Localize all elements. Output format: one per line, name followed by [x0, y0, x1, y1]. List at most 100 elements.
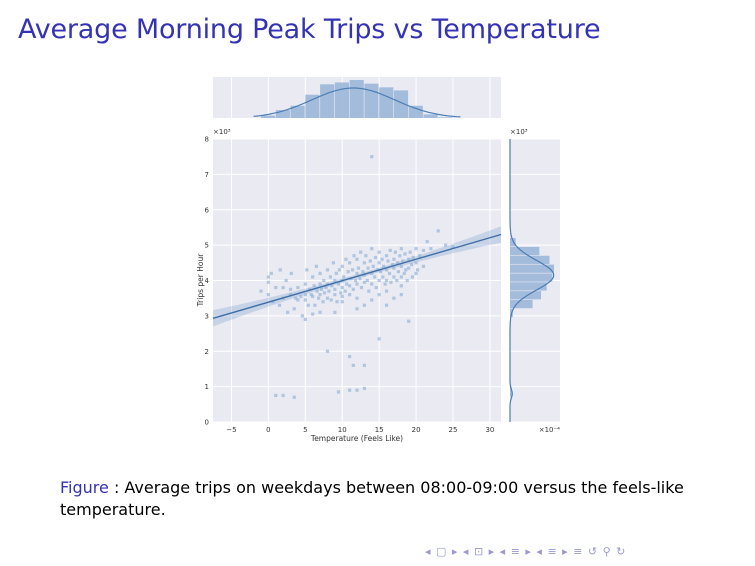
y-multiplier: ×10³	[213, 128, 231, 136]
scatter-point	[370, 282, 374, 286]
scatter-point	[271, 300, 275, 304]
scatter-point	[392, 257, 396, 261]
scatter-point	[399, 247, 403, 251]
scatter-point	[451, 245, 455, 249]
beamer-navigation-bar[interactable]: ◂ ▢ ▸ ◂ ⊡ ▸ ◂ ≡ ▸ ◂ ≡ ▸ ≡ ↺ ⚲ ↻	[425, 545, 627, 558]
scatter-point	[289, 271, 293, 276]
top-histogram-bar	[320, 84, 335, 118]
scatter-point	[380, 257, 384, 261]
scatter-point	[292, 395, 296, 399]
scatter-point	[367, 289, 371, 293]
scatter-point	[381, 275, 385, 279]
scatter-point	[345, 282, 349, 286]
caption-text: Average trips on weekdays between 08:00-…	[60, 478, 684, 519]
scatter-point	[398, 254, 402, 258]
top-histogram-bar	[261, 115, 276, 118]
scatter-points	[259, 155, 455, 399]
scatter-point	[371, 264, 375, 268]
scatter-point	[312, 284, 316, 288]
top-histogram-bar	[305, 94, 320, 118]
figure-caption: Figure : Average trips on weekdays betwe…	[60, 477, 690, 521]
scatter-point	[336, 390, 341, 394]
right-histogram-bar	[510, 291, 542, 300]
scatter-point	[399, 284, 403, 288]
scatter-point	[303, 317, 307, 322]
scatter-point	[401, 259, 405, 263]
scatter-point	[348, 293, 352, 297]
scatter-point	[274, 285, 278, 290]
scatter-point	[348, 284, 352, 288]
scatter-point	[342, 275, 346, 279]
scatter-point	[317, 296, 321, 300]
scatter-point	[407, 257, 411, 261]
scatter-point	[324, 285, 328, 290]
scatter-point	[319, 287, 324, 291]
scatter-point	[436, 229, 440, 233]
y-tick-labels: 0 1 2 3 4 5 6 7 8	[205, 136, 210, 427]
scatter-point	[284, 278, 288, 283]
scatter-point	[337, 268, 341, 272]
x-tick-label: 10	[338, 426, 347, 434]
scatter-point	[281, 285, 285, 290]
y-tick-label: 7	[205, 171, 209, 179]
scatter-point	[336, 282, 341, 286]
scatter-point	[374, 285, 378, 290]
x-axis-label: Temperature (Feels Like)	[310, 434, 403, 443]
scatter-point	[328, 275, 333, 279]
scatter-point	[288, 293, 293, 297]
top-marginal-kde-curve	[253, 87, 461, 118]
scatter-point	[334, 271, 338, 276]
scatter-point	[325, 296, 330, 300]
scatter-point	[414, 261, 418, 265]
scatter-point	[335, 300, 339, 304]
scatter-point	[399, 275, 403, 279]
scatter-point	[384, 268, 389, 272]
scatter-point	[299, 294, 303, 299]
right-marginal-histogram	[510, 238, 554, 397]
scatter-point	[390, 262, 395, 267]
scatter-point	[396, 270, 400, 274]
scatter-point	[322, 291, 327, 295]
scatter-point	[322, 278, 326, 283]
scatter-point	[266, 293, 270, 297]
scatter-point	[333, 310, 337, 314]
scatter-point	[411, 255, 415, 260]
scatter-point	[340, 285, 344, 290]
scatter-point	[311, 294, 315, 299]
scatter-point	[407, 266, 411, 270]
y-tick-label: 0	[205, 419, 209, 427]
scatter-point	[351, 287, 355, 291]
scatter-point	[292, 307, 296, 311]
scatter-point	[370, 155, 374, 159]
top-histogram-bar	[393, 90, 409, 118]
scatter-point	[384, 254, 389, 258]
right-histogram-bar	[510, 246, 540, 256]
y-tick-label: 8	[205, 136, 209, 144]
scatter-point	[392, 296, 396, 300]
scatter-point	[315, 289, 319, 293]
scatter-point	[402, 271, 406, 276]
scatter-point	[266, 280, 270, 284]
scatter-point	[410, 275, 414, 279]
y-tick-label: 1	[205, 383, 209, 391]
y-tick-label: 5	[205, 242, 209, 250]
right-histogram-bar	[510, 255, 550, 264]
scatter-point	[386, 259, 390, 263]
scatter-point	[274, 393, 278, 398]
top-histogram-bar	[423, 114, 438, 118]
scatter-point	[399, 264, 403, 268]
scatter-point	[384, 289, 389, 293]
top-histogram-bar	[349, 80, 364, 118]
scatter-point	[362, 386, 366, 390]
scatter-point	[303, 293, 307, 297]
scatter-point	[355, 307, 359, 311]
top-histogram-bar	[408, 105, 423, 118]
scatter-point	[355, 257, 359, 261]
scatter-point	[359, 285, 364, 290]
scatter-point	[303, 282, 307, 286]
regression-line	[212, 233, 502, 320]
scatter-point	[362, 273, 366, 277]
scatter-point	[418, 254, 422, 258]
scatter-point	[377, 293, 381, 297]
scatter-point	[339, 291, 343, 295]
